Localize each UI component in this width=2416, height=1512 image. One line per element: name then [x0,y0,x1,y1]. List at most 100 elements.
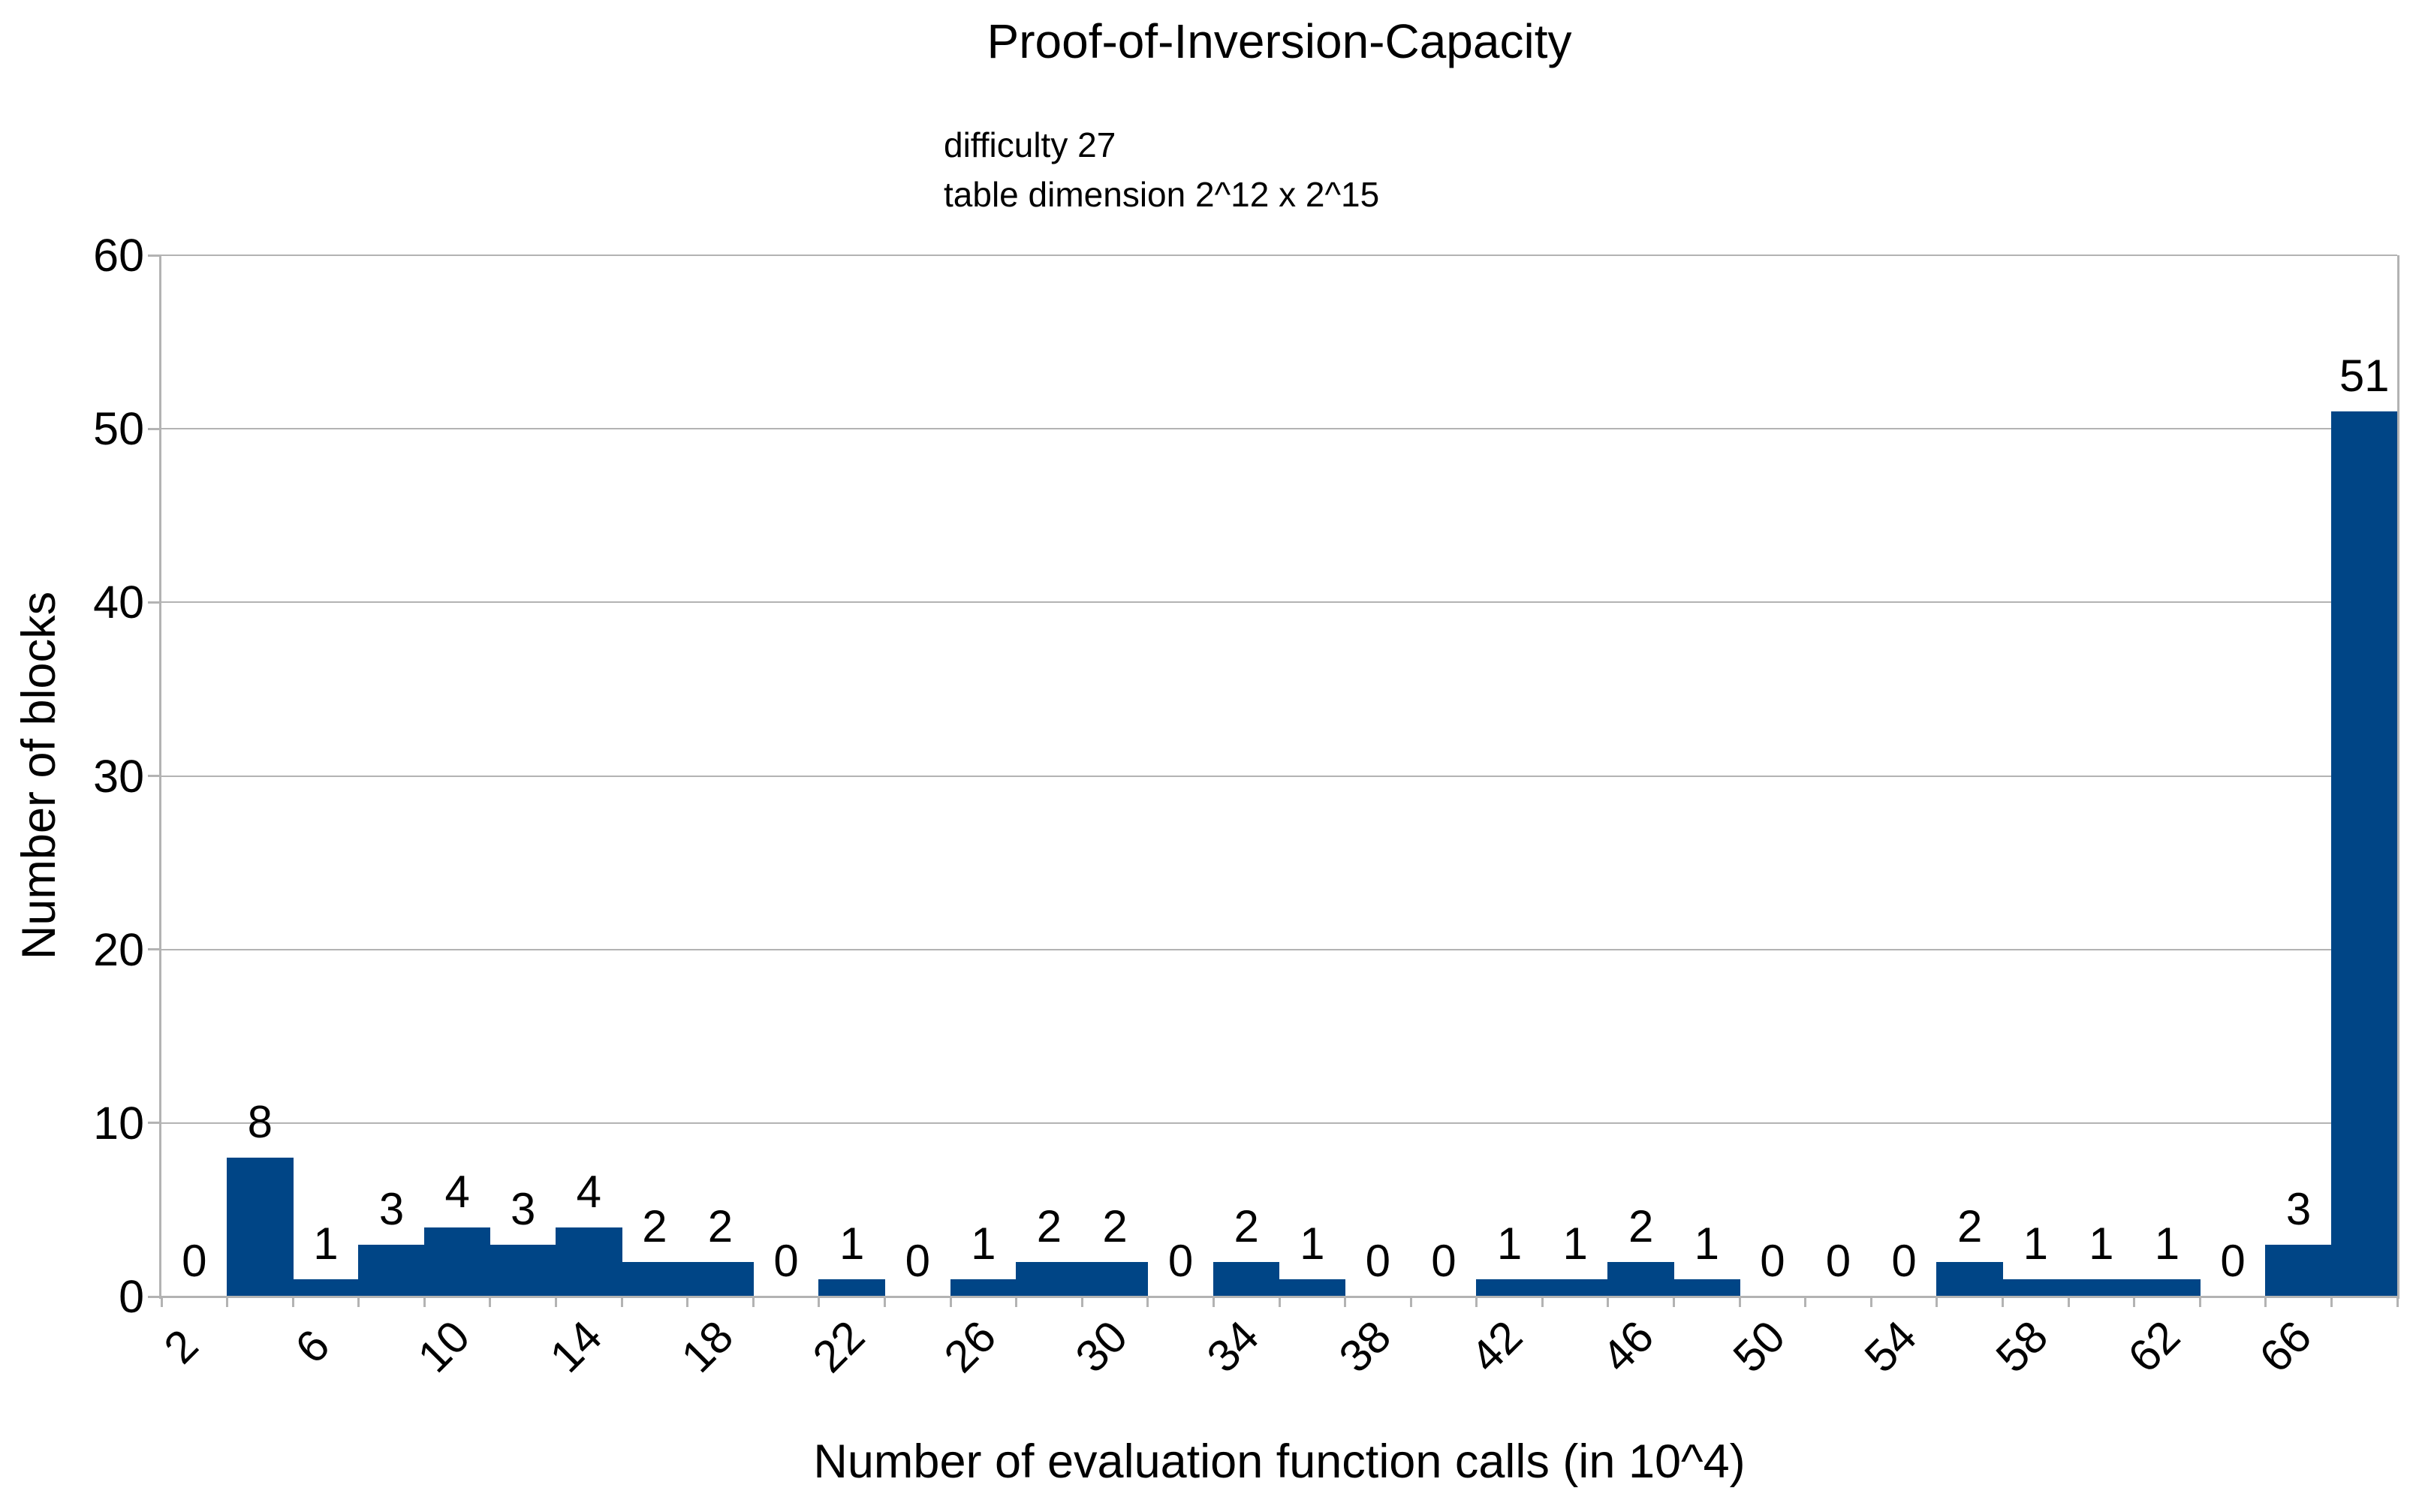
gridline-y-40 [161,601,2397,604]
bar-bin-28 [1016,1261,1083,1297]
bar-value-label-66: 3 [2285,1183,2312,1234]
x-tick-label-62: 62 [2118,1311,2189,1382]
bar-value-label-14: 4 [576,1166,601,1217]
y-tick-20 [148,948,161,951]
y-tick-50 [148,427,161,430]
gridline-y-30 [161,775,2397,777]
bar-value-label-42: 1 [1496,1218,1523,1269]
x-tick-label-14: 14 [540,1311,611,1382]
bar-bin-8 [358,1244,425,1297]
chart-subtitle-line: difficulty 27 [944,125,1116,164]
x-tick-4 [226,1297,229,1307]
x-tick-36 [1278,1297,1281,1307]
bar-bin-56 [1936,1261,2003,1297]
bar-value-label-48: 1 [1694,1218,1719,1269]
bar-value-label-64: 0 [2220,1236,2246,1286]
x-tick-66 [2264,1297,2267,1307]
y-tick-30 [148,775,161,777]
bar-value-label-52: 0 [1825,1236,1851,1286]
x-tick-42 [1475,1297,1478,1307]
x-tick-label-10: 10 [408,1311,480,1382]
bar-bin-62 [2134,1279,2201,1297]
bar-value-label-16: 2 [642,1200,667,1251]
bar-bin-30 [1081,1261,1149,1297]
x-tick-14 [555,1297,558,1307]
bar-value-label-24: 0 [905,1236,930,1286]
x-tick-70 [2396,1297,2399,1307]
x-tick-58 [2001,1297,2004,1307]
plot-area: 0 10 20 30 40 50 60 2 6 10 14 18 22 26 30 34 38 42 46 50 54 5… [93,233,2399,1382]
bar-value-label-68: 51 [2339,351,2390,402]
bar-value-label-26: 1 [971,1218,996,1269]
y-tick-label-50: 50 [93,403,144,455]
y-tick-10 [148,1122,161,1125]
x-tick-38 [1344,1297,1347,1307]
chart-title: Proof-of-Inversion-Capacity [987,14,1572,68]
x-tick-label-6: 6 [285,1320,339,1373]
x-tick-label-22: 22 [803,1311,875,1382]
y-tick-60 [148,254,161,257]
bar-value-label-56: 2 [1957,1200,1983,1251]
bar-bin-60 [2068,1279,2135,1297]
bar-value-label-58: 1 [2023,1218,2048,1269]
x-tick-26 [949,1297,952,1307]
x-tick-52 [1804,1297,1807,1307]
x-tick-label-18: 18 [671,1311,743,1382]
x-tick-label-66: 66 [2249,1311,2321,1382]
y-tick-label-20: 20 [93,923,144,975]
x-tick-2 [160,1297,163,1307]
x-tick-34 [1212,1297,1215,1307]
x-tick-30 [1080,1297,1083,1307]
x-tick-label-38: 38 [1329,1311,1400,1382]
bar-value-label-20: 0 [773,1236,799,1286]
x-tick-label-30: 30 [1065,1311,1137,1382]
bar-bin-6 [292,1279,360,1297]
bar-bin-48 [1673,1279,1740,1297]
bar-value-label-4: 8 [247,1097,273,1148]
bar-bin-16 [621,1261,688,1297]
bar-value-label-44: 1 [1562,1218,1588,1269]
x-tick-24 [883,1297,886,1307]
x-tick-46 [1607,1297,1610,1307]
x-tick-label-26: 26 [934,1311,1006,1382]
bar-bin-68 [2330,411,2398,1297]
x-tick-44 [1541,1297,1544,1307]
y-tick-label-30: 30 [93,750,144,802]
bar-value-label-32: 0 [1167,1236,1194,1286]
bar-value-label-8: 3 [378,1183,405,1234]
x-tick-48 [1673,1297,1676,1307]
x-tick-label-54: 54 [1854,1311,1926,1382]
bar-value-label-38: 0 [1365,1236,1391,1286]
y-tick-label-0: 0 [119,1271,144,1322]
x-tick-62 [2133,1297,2136,1307]
bar-value-label-28: 2 [1036,1200,1062,1251]
chart-subtitle-line: table dimension 2^12 x 2^15 [944,175,1380,214]
bar-bin-46 [1607,1261,1675,1297]
bar-value-label-10: 4 [444,1166,470,1217]
x-tick-16 [620,1297,623,1307]
y-axis-line [159,255,161,1299]
x-tick-label-58: 58 [1987,1311,2058,1382]
x-tick-label-46: 46 [1592,1311,1664,1382]
bar-value-label-6: 1 [313,1218,339,1269]
plot-right-border [2397,255,2399,1299]
x-tick-label-34: 34 [1197,1311,1269,1382]
x-tick-50 [1738,1297,1741,1307]
bar-value-label-34: 2 [1234,1200,1259,1251]
bar-bin-18 [687,1261,754,1297]
x-tick-28 [1015,1297,1018,1307]
x-tick-6 [291,1297,294,1307]
x-tick-12 [489,1297,492,1307]
bar-value-label-18: 2 [707,1200,734,1251]
bar-bin-42 [1476,1279,1543,1297]
gridline-y-20 [161,948,2397,950]
gridline-y-50 [161,428,2397,430]
x-tick-60 [2067,1297,2070,1307]
x-tick-40 [1409,1297,1412,1307]
bar-value-label-60: 1 [2089,1218,2114,1269]
x-tick-20 [752,1297,755,1307]
bar-bin-66 [2265,1244,2332,1297]
y-tick-label-10: 10 [93,1097,144,1149]
bar-value-label-36: 1 [1300,1218,1325,1269]
x-axis-title: Number of evaluation function calls (in … [813,1435,1746,1488]
